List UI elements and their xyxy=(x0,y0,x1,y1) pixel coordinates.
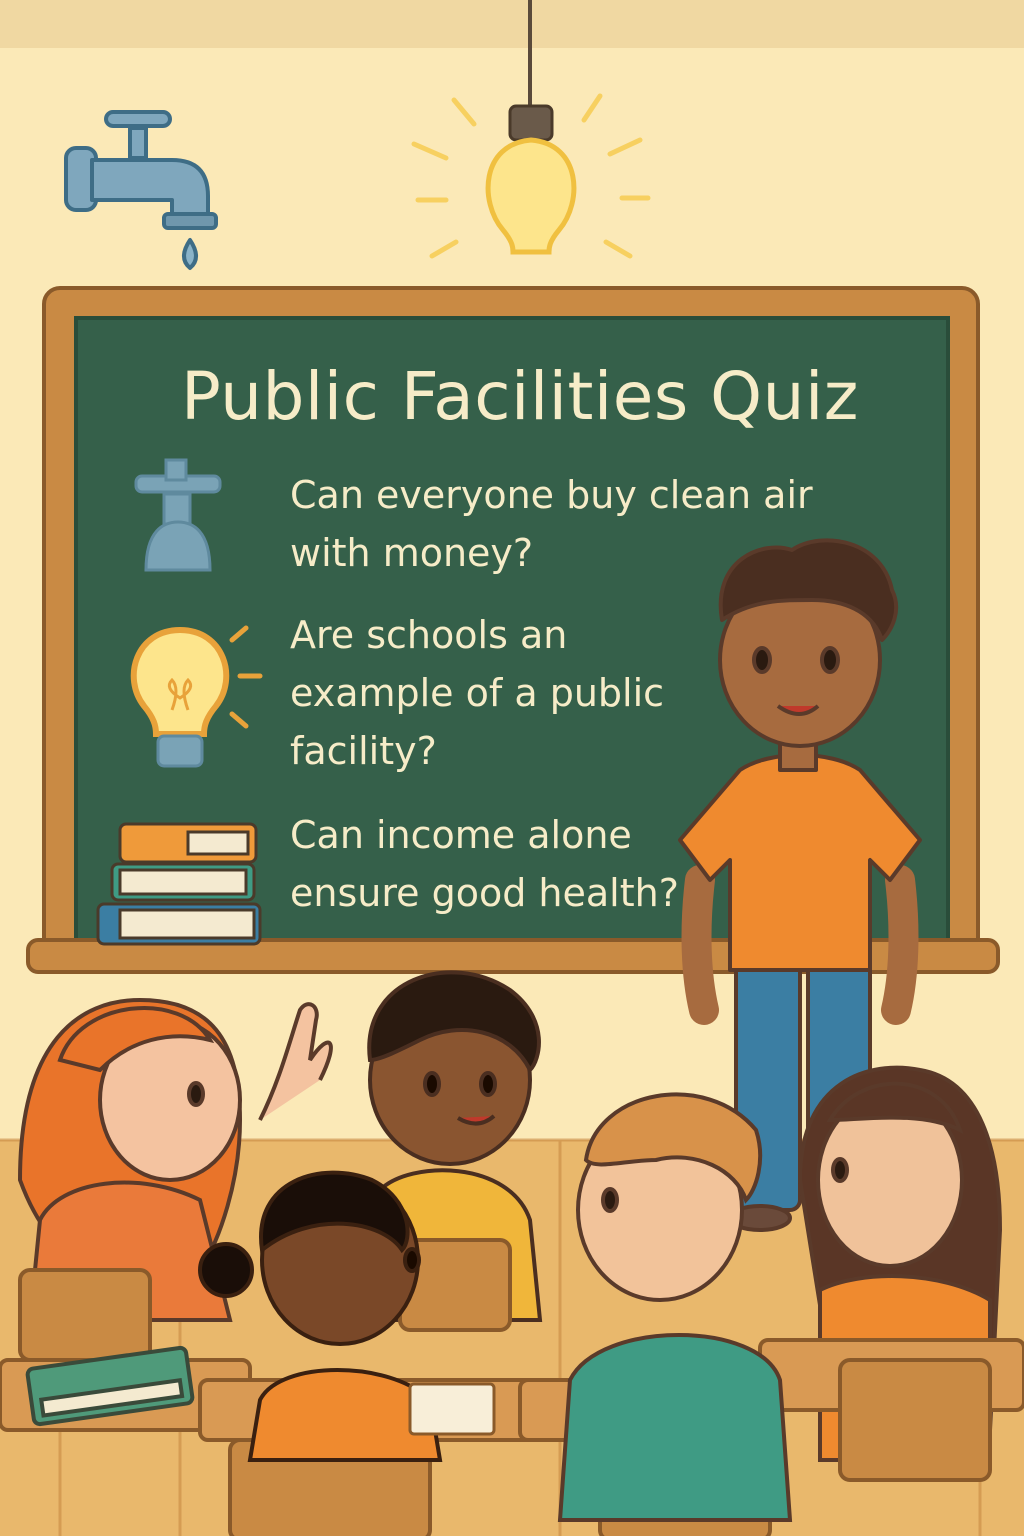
quiz-question-3: Can income alone ensure good health? xyxy=(290,813,679,915)
student-boy-green-shirt xyxy=(557,1092,793,1522)
ceiling-strip xyxy=(0,0,1024,48)
desk-book-left xyxy=(25,1345,195,1427)
student-girl-ponytail xyxy=(198,1170,443,1462)
ceiling-lightbulb-icon xyxy=(411,0,651,259)
quiz-question-2: Are schools an example of a public facil… xyxy=(290,613,665,773)
quiz-question-1: Can everyone buy clean air with money? xyxy=(290,473,813,575)
desk-book-center xyxy=(408,1382,496,1436)
teacher-figure xyxy=(678,538,922,1232)
board-title: Public Facilities Quiz xyxy=(181,358,859,435)
board-tap-icon xyxy=(134,458,222,572)
wall-tap-icon xyxy=(64,110,218,270)
board-books-icon xyxy=(96,822,262,946)
board-lightbulb-icon xyxy=(130,625,263,768)
